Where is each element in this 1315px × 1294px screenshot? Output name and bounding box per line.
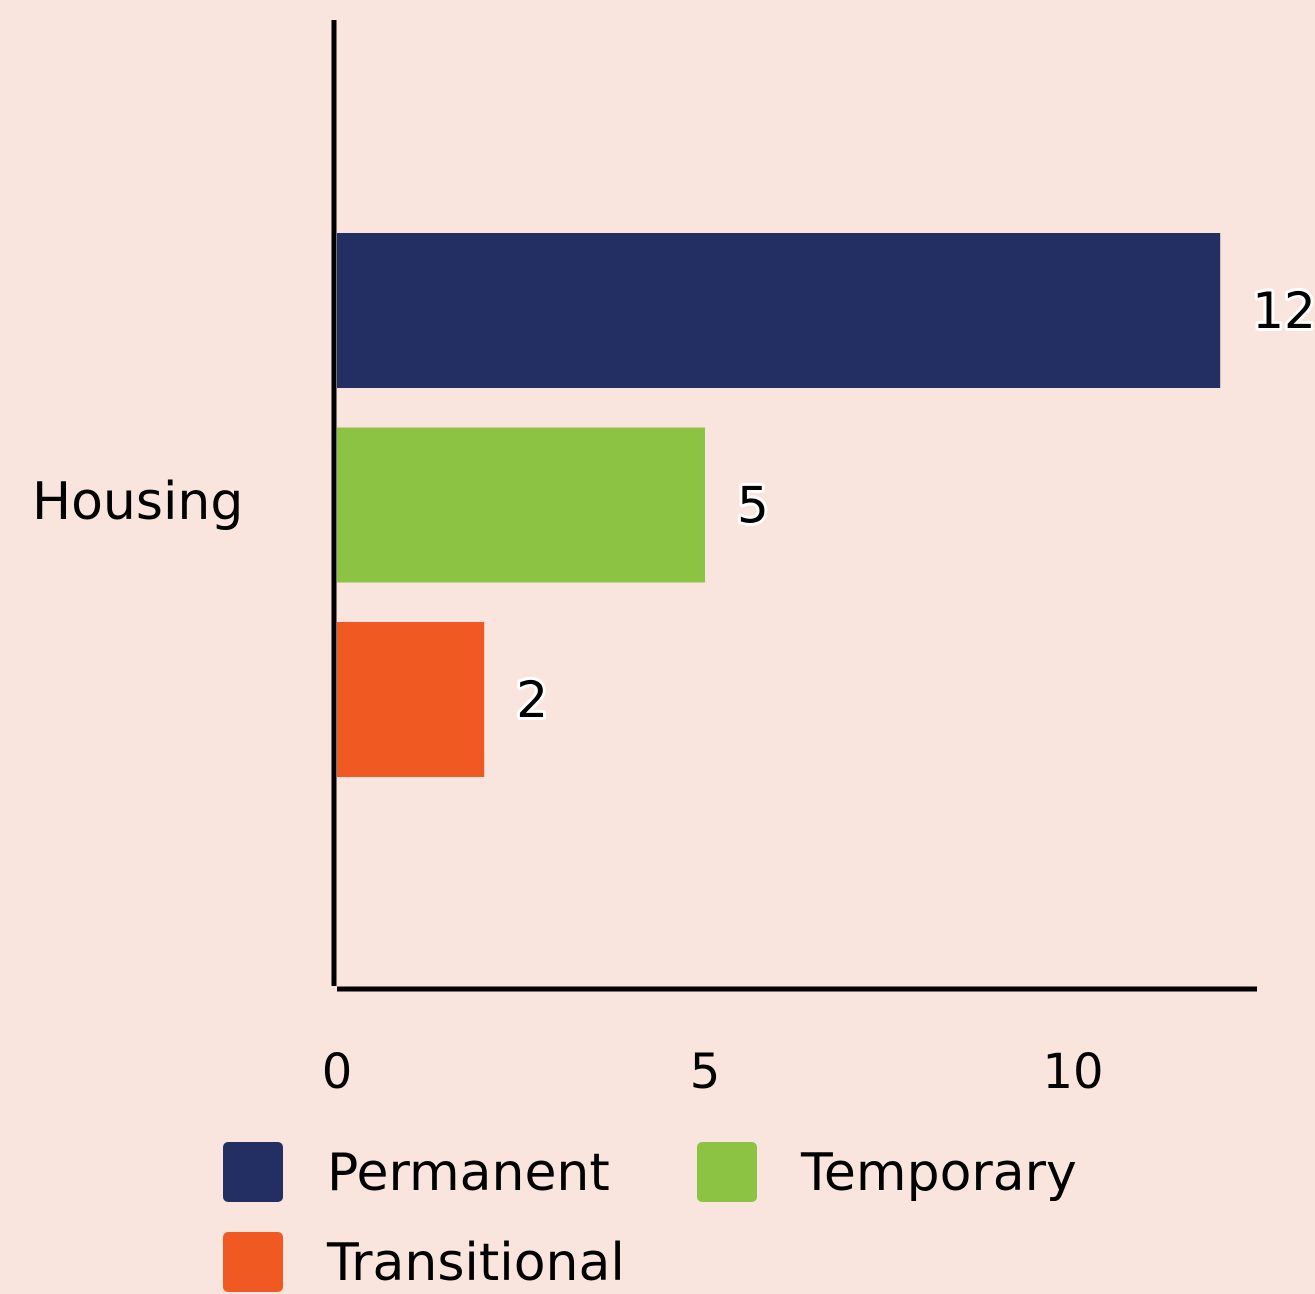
legend-label: Transitional	[326, 1233, 625, 1293]
value-label: 2	[516, 671, 548, 729]
value-label: 12	[1252, 282, 1315, 340]
bar	[337, 233, 1221, 388]
legend-label: Permanent	[327, 1143, 610, 1203]
x-tick-label: 0	[322, 1044, 353, 1100]
legend-swatch	[223, 1142, 283, 1202]
x-tick-label: 10	[1042, 1044, 1103, 1100]
legend-label: Temporary	[800, 1143, 1077, 1203]
bar	[337, 622, 485, 777]
y-tick-label: Housing	[32, 472, 243, 532]
value-label: 5	[737, 477, 769, 535]
x-tick-label: 5	[690, 1044, 721, 1100]
legend-swatch	[697, 1142, 757, 1202]
legend-swatch	[223, 1232, 283, 1292]
bar	[337, 427, 705, 583]
